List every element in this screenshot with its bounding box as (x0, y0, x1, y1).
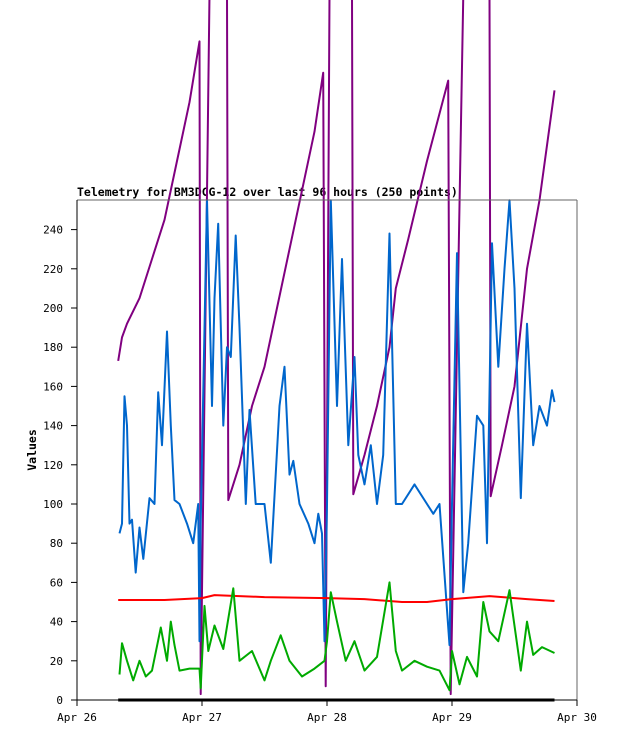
x-tick-label: Apr 27 (182, 711, 222, 724)
series-line-purple (117, 0, 556, 696)
series-line-green (118, 581, 555, 692)
y-tick-label: 0 (56, 694, 63, 707)
y-tick-label: 240 (43, 224, 63, 237)
y-tick-label: 60 (50, 576, 63, 589)
chart-title: Telemetry for BM3DCG-12 over last 96 hou… (77, 185, 458, 199)
series-line-blue (118, 199, 556, 647)
ticks-layer: 0 20 40 60 80 100 120 140 160 180 200 220 240 Apr 26 A… (43, 224, 597, 724)
y-tick-label: 200 (43, 302, 63, 315)
x-tick-label: Apr 26 (57, 711, 97, 724)
y-tick-label: 180 (43, 341, 63, 354)
series-layer (117, 0, 556, 702)
y-tick-label: 160 (43, 380, 63, 393)
x-tick-label: Apr 28 (307, 711, 347, 724)
y-axis-label: Values (25, 429, 39, 471)
y-tick-label: 220 (43, 263, 63, 276)
series-line-red (118, 594, 555, 603)
x-tick-label: Apr 29 (432, 711, 472, 724)
y-tick-label: 100 (43, 498, 63, 511)
y-tick-label: 120 (43, 459, 63, 472)
y-tick-label: 20 (50, 655, 63, 668)
y-tick-label: 140 (43, 420, 63, 433)
y-tick-label: 80 (50, 537, 63, 550)
x-tick-label: Apr 30 (557, 711, 597, 724)
y-tick-label: 40 (50, 616, 63, 629)
